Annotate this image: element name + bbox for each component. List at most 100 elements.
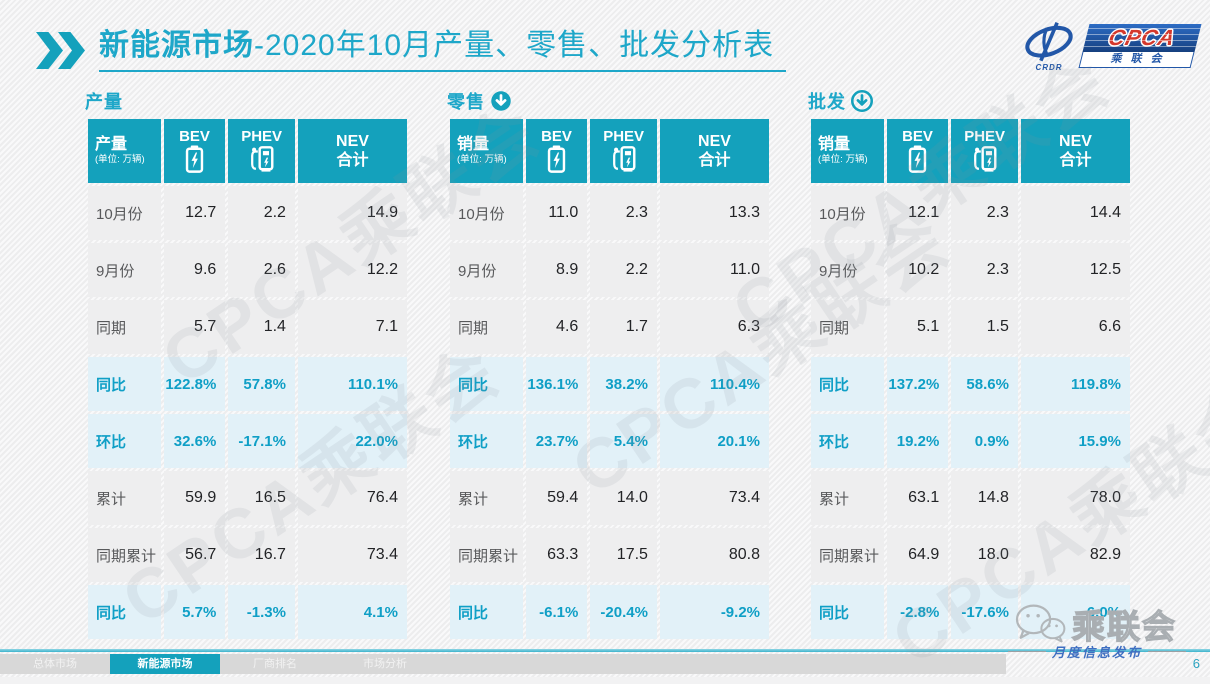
wechat-block: 乘联会 [1012, 600, 1177, 648]
value-cell: -9.2% [659, 585, 769, 639]
header-nev-cell: NEV 合计 [297, 119, 407, 183]
value-cell: 19.2% [886, 414, 949, 468]
value-cell: 59.4 [525, 471, 588, 525]
footer-tab-3[interactable]: 厂商排名 [253, 658, 297, 670]
value-cell: 1.7 [590, 300, 657, 354]
release-label: 月度信息发布 [1052, 645, 1143, 660]
table-row: 环比 23.7% 5.4% 20.1% [450, 414, 769, 468]
value-cell: 2.6 [228, 243, 295, 297]
value-cell: 11.0 [525, 186, 588, 240]
row-label-cell: 环比 [450, 414, 523, 468]
battery-icon [527, 144, 587, 175]
table-row: 9月份 9.6 2.6 12.2 [88, 243, 407, 297]
value-cell: 80.8 [659, 528, 769, 582]
value-cell: 11.0 [659, 243, 769, 297]
row-label-cell: 9月份 [88, 243, 161, 297]
row-label-cell: 同比 [88, 585, 161, 639]
footer-tab-1[interactable]: 总体市场 [33, 658, 77, 670]
header-unit: (单位: 万辆) [818, 154, 868, 165]
phev-label: PHEV [241, 127, 283, 145]
row-label-cell: 同期累计 [450, 528, 523, 582]
footer-tab-4[interactable]: 市场分析 [363, 658, 407, 670]
row-label-cell: 同期累计 [88, 528, 161, 582]
value-cell: -17.1% [228, 414, 295, 468]
value-cell: 4.6 [525, 300, 588, 354]
slide-header: 新能源市场-2020年10月产量、零售、批发分析表 [36, 26, 787, 72]
page-title-bold: 新能源市场 [99, 29, 254, 62]
footer-tab-2[interactable]: 新能源市场 [110, 654, 220, 674]
value-cell: 1.5 [951, 300, 1018, 354]
header-phev-cell: PHEV [228, 119, 295, 183]
header-label-cell: 销量 (单位: 万辆) [811, 119, 884, 183]
logo-emblem-text: CRDR [1035, 63, 1063, 72]
table-row: 10月份 11.0 2.3 13.3 [450, 186, 769, 240]
value-cell: 18.0 [951, 528, 1018, 582]
section-header: 产量 [85, 88, 410, 114]
table-row: 同期累计 64.9 18.0 82.9 [811, 528, 1130, 582]
value-cell: -2.8% [886, 585, 949, 639]
wechat-account-name: 乘联会 [1071, 607, 1177, 645]
data-table: 销量 (单位: 万辆) BEV [808, 116, 1133, 642]
section-title: 产量 [85, 92, 123, 112]
double-right-chevron-icon [36, 32, 85, 69]
release-caption: 月度信息发布 [1008, 642, 1187, 661]
value-cell: 8.9 [525, 243, 588, 297]
value-cell: 13.3 [659, 186, 769, 240]
table-row: 同期 4.6 1.7 6.3 [450, 300, 769, 354]
value-cell: 16.5 [228, 471, 295, 525]
table-row: 同期 5.7 1.4 7.1 [88, 300, 407, 354]
row-label-cell: 9月份 [811, 243, 884, 297]
header-unit: (单位: 万辆) [457, 154, 507, 165]
cpca-logo: CRDR CPCA 乘联会 [1020, 20, 1202, 72]
header-label: 销量 [457, 136, 490, 153]
table-row: 10月份 12.1 2.3 14.4 [811, 186, 1130, 240]
table-section: 产量 产量 (单位: 万辆) [85, 88, 410, 642]
value-cell: 9.6 [163, 243, 226, 297]
data-table: 产量 (单位: 万辆) BEV [85, 116, 410, 642]
value-cell: 16.7 [228, 528, 295, 582]
table-row: 9月份 10.2 2.3 12.5 [811, 243, 1130, 297]
header-label-cell: 产量 (单位: 万辆) [88, 119, 161, 183]
cpca-logo-box: CPCA 乘联会 [1078, 24, 1202, 68]
value-cell: -17.6% [951, 585, 1018, 639]
value-cell: 4.1% [297, 585, 407, 639]
header-label: 销量 [818, 136, 851, 153]
value-cell: 64.9 [886, 528, 949, 582]
value-cell: 1.4 [228, 300, 295, 354]
table-row: 同比 136.1% 38.2% 110.4% [450, 357, 769, 411]
logo-stripes [1082, 24, 1202, 52]
value-cell: 32.6% [163, 414, 226, 468]
table-row: 累计 63.1 14.8 78.0 [811, 471, 1130, 525]
value-cell: 6.6 [1020, 300, 1130, 354]
value-cell: 63.1 [886, 471, 949, 525]
value-cell: 12.5 [1020, 243, 1130, 297]
table-row: 同期累计 56.7 16.7 73.4 [88, 528, 407, 582]
value-cell: 58.6% [951, 357, 1018, 411]
row-label-cell: 累计 [450, 471, 523, 525]
header-bev-cell: BEV [163, 119, 226, 183]
caption-line-right [1148, 651, 1187, 652]
value-cell: 5.4% [590, 414, 657, 468]
value-cell: 63.3 [525, 528, 588, 582]
table-header-row: 销量 (单位: 万辆) BEV [450, 119, 769, 183]
value-cell: 56.7 [163, 528, 226, 582]
value-cell: 17.5 [590, 528, 657, 582]
value-cell: 5.7 [163, 300, 226, 354]
value-cell: 12.1 [886, 186, 949, 240]
table-section: 批发 销量 (单位: 万辆) [808, 88, 1133, 642]
down-trend-icon [851, 90, 873, 112]
nev-label-line1: NEV [698, 133, 731, 150]
nev-label-line1: NEV [1059, 133, 1092, 150]
row-label-cell: 9月份 [450, 243, 523, 297]
value-cell: 57.8% [228, 357, 295, 411]
charger-icon [229, 145, 294, 175]
table-row: 同比 -6.1% -20.4% -9.2% [450, 585, 769, 639]
row-label-cell: 同期 [88, 300, 161, 354]
value-cell: 122.8% [163, 357, 226, 411]
value-cell: 23.7% [525, 414, 588, 468]
phev-label: PHEV [964, 127, 1006, 145]
row-label-cell: 10月份 [88, 186, 161, 240]
value-cell: 14.0 [590, 471, 657, 525]
bottom-tab-bar: 总体市场 新能源市场 厂商排名 市场分析 [0, 654, 1006, 674]
logo-cn-name: 乘联会 [1078, 52, 1195, 68]
